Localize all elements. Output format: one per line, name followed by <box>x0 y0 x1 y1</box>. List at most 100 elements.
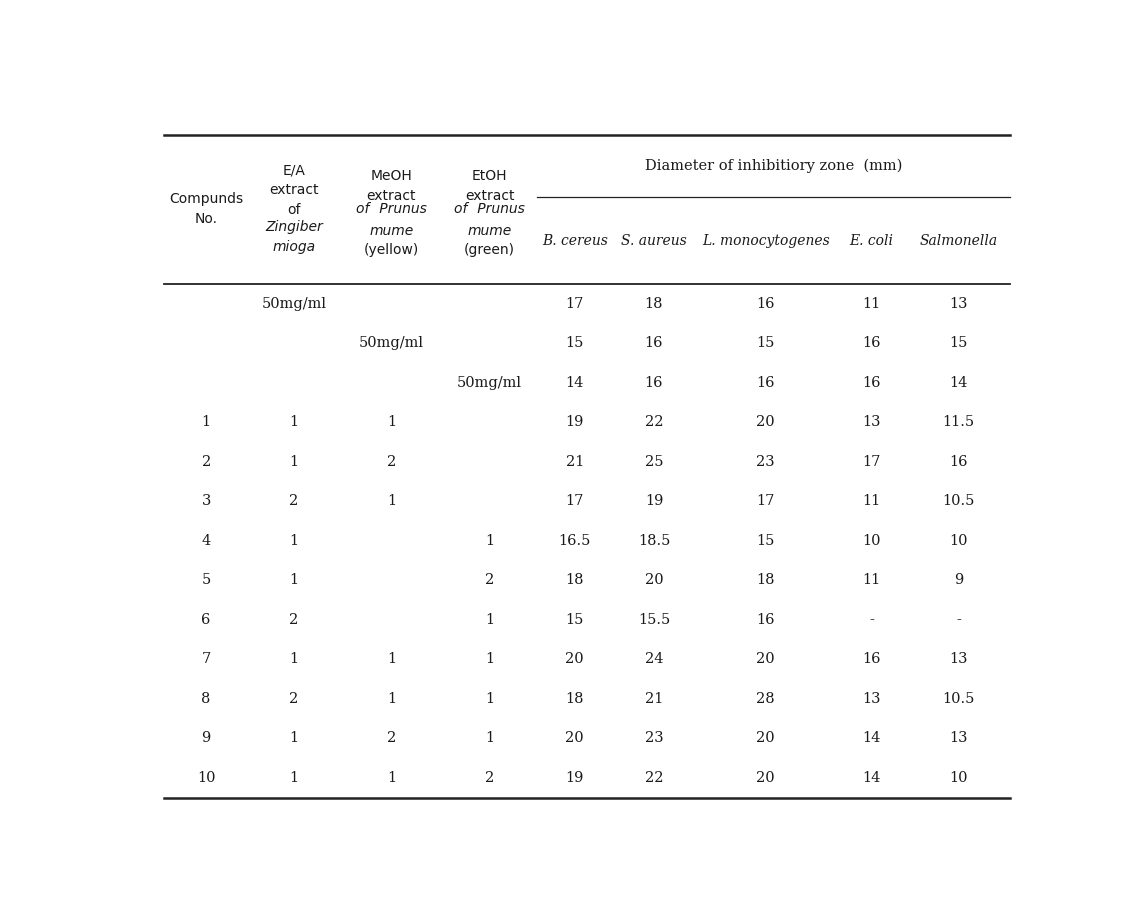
Text: 50mg/ml: 50mg/ml <box>457 376 522 389</box>
Text: 20: 20 <box>565 731 584 746</box>
Text: 21: 21 <box>565 454 584 469</box>
Text: 14: 14 <box>565 376 584 389</box>
Text: 2: 2 <box>290 692 299 706</box>
Text: 1: 1 <box>387 415 396 429</box>
Text: 14: 14 <box>863 771 881 785</box>
Text: 20: 20 <box>756 731 775 746</box>
Text: 16: 16 <box>862 336 881 350</box>
Text: 15.5: 15.5 <box>638 613 670 627</box>
Text: 50mg/ml: 50mg/ml <box>262 297 326 311</box>
Text: 3: 3 <box>201 494 210 508</box>
Text: 19: 19 <box>565 771 584 785</box>
Text: 9: 9 <box>201 731 210 746</box>
Text: Zingiber
mioga: Zingiber mioga <box>265 220 323 254</box>
Text: 9: 9 <box>954 573 963 587</box>
Text: 10: 10 <box>862 534 881 548</box>
Text: 8: 8 <box>201 692 210 706</box>
Text: 20: 20 <box>756 415 775 429</box>
Text: 1: 1 <box>290 652 299 666</box>
Text: 18.5: 18.5 <box>638 534 670 548</box>
Text: 23: 23 <box>756 454 775 469</box>
Text: 1: 1 <box>290 731 299 746</box>
Text: 22: 22 <box>645 415 663 429</box>
Text: 20: 20 <box>756 771 775 785</box>
Text: 21: 21 <box>645 692 663 706</box>
Text: 11: 11 <box>863 573 881 587</box>
Text: 16: 16 <box>756 376 775 389</box>
Text: 15: 15 <box>756 336 774 350</box>
Text: 16: 16 <box>949 454 968 469</box>
Text: 17: 17 <box>863 454 881 469</box>
Text: 18: 18 <box>565 692 584 706</box>
Text: 18: 18 <box>645 297 663 311</box>
Text: 25: 25 <box>645 454 663 469</box>
Text: 4: 4 <box>201 534 210 548</box>
Text: 16: 16 <box>862 652 881 666</box>
Text: E/A
extract
of: E/A extract of <box>269 163 318 217</box>
Text: (green): (green) <box>464 243 515 256</box>
Text: 15: 15 <box>756 534 774 548</box>
Text: Compunds
No.: Compunds No. <box>169 191 243 226</box>
Text: 18: 18 <box>565 573 584 587</box>
Text: 13: 13 <box>949 731 968 746</box>
Text: 1: 1 <box>201 415 210 429</box>
Text: B. cereus: B. cereus <box>541 234 607 247</box>
Text: 1: 1 <box>387 494 396 508</box>
Text: 24: 24 <box>645 652 663 666</box>
Text: 1: 1 <box>290 573 299 587</box>
Text: 15: 15 <box>565 613 584 627</box>
Text: 11: 11 <box>863 297 881 311</box>
Text: 1: 1 <box>290 454 299 469</box>
Text: 20: 20 <box>756 652 775 666</box>
Text: of   Prunus: of Prunus <box>356 202 426 216</box>
Text: 18: 18 <box>756 573 775 587</box>
Text: 1: 1 <box>485 613 495 627</box>
Text: 16.5: 16.5 <box>558 534 591 548</box>
Text: 13: 13 <box>949 297 968 311</box>
Text: 16: 16 <box>645 336 663 350</box>
Text: 1: 1 <box>290 771 299 785</box>
Text: L. monocytogenes: L. monocytogenes <box>702 234 830 247</box>
Text: 7: 7 <box>201 652 210 666</box>
Text: 16: 16 <box>645 376 663 389</box>
Text: -: - <box>869 613 874 627</box>
Text: 1: 1 <box>290 534 299 548</box>
Text: E. coli: E. coli <box>849 234 894 247</box>
Text: 2: 2 <box>387 454 396 469</box>
Text: 1: 1 <box>485 534 495 548</box>
Text: 17: 17 <box>756 494 774 508</box>
Text: 14: 14 <box>863 731 881 746</box>
Text: 10.5: 10.5 <box>943 494 974 508</box>
Text: 2: 2 <box>290 494 299 508</box>
Text: Diameter of inhibitiory zone  (mm): Diameter of inhibitiory zone (mm) <box>645 158 902 173</box>
Text: 10: 10 <box>197 771 215 785</box>
Text: 16: 16 <box>756 297 775 311</box>
Text: 11: 11 <box>863 494 881 508</box>
Text: 10: 10 <box>949 771 968 785</box>
Text: 28: 28 <box>756 692 775 706</box>
Text: 13: 13 <box>949 652 968 666</box>
Text: 17: 17 <box>565 494 584 508</box>
Text: 20: 20 <box>565 652 584 666</box>
Text: 11.5: 11.5 <box>943 415 974 429</box>
Text: 1: 1 <box>387 692 396 706</box>
Text: S. aureus: S. aureus <box>621 234 687 247</box>
Text: of   Prunus: of Prunus <box>455 202 525 216</box>
Text: 2: 2 <box>485 573 495 587</box>
Text: 5: 5 <box>201 573 210 587</box>
Text: EtOH
extract: EtOH extract <box>465 169 514 203</box>
Text: 1: 1 <box>485 652 495 666</box>
Text: 14: 14 <box>949 376 968 389</box>
Text: 6: 6 <box>201 613 210 627</box>
Text: 13: 13 <box>862 415 881 429</box>
Text: 16: 16 <box>862 376 881 389</box>
Text: 1: 1 <box>485 692 495 706</box>
Text: 16: 16 <box>756 613 775 627</box>
Text: MeOH
extract: MeOH extract <box>366 169 416 203</box>
Text: 22: 22 <box>645 771 663 785</box>
Text: 23: 23 <box>645 731 663 746</box>
Text: 2: 2 <box>290 613 299 627</box>
Text: 2: 2 <box>201 454 210 469</box>
Text: mume: mume <box>370 224 414 238</box>
Text: 13: 13 <box>862 692 881 706</box>
